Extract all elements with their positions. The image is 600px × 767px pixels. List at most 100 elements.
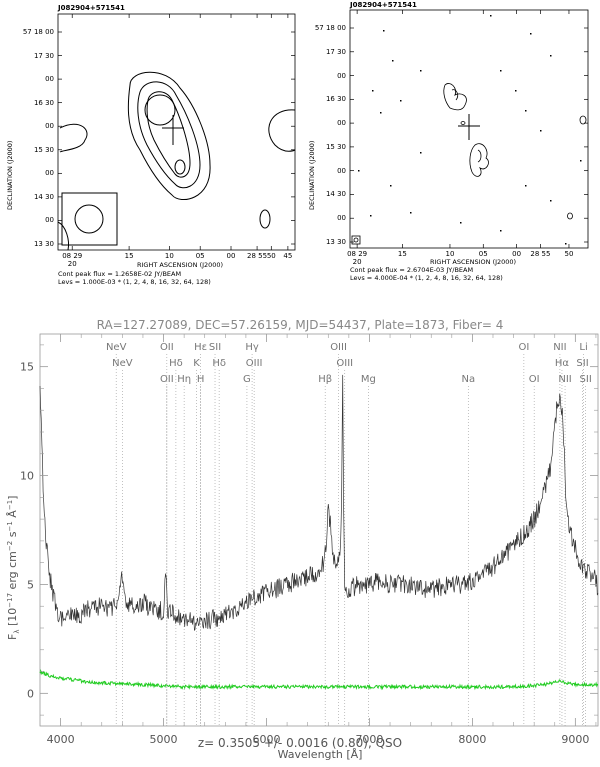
- x-tick-label: 7000: [355, 733, 383, 746]
- redshift-label: z= 0.3505 +/- 0.0016 (0.80), QSO: [197, 736, 403, 750]
- map-1-peak-flux: Cont peak flux = 1.2658E-02 JY/BEAM: [58, 270, 182, 278]
- x-tick-label: 6000: [252, 733, 280, 746]
- map-2-peak-flux: Cont peak flux = 2.6704E-03 JY/BEAM: [350, 266, 474, 274]
- emission-line-label: OII: [160, 374, 174, 385]
- noise-speck: [380, 112, 382, 114]
- x-tick-label: 5000: [150, 733, 178, 746]
- map-1-title: J082904+571541: [58, 4, 125, 12]
- dec-tick-label: 13 30: [33, 240, 54, 248]
- dec-tick-label: 57 18 00: [314, 24, 346, 32]
- map-2-ylabel: DECLINATION (J2000): [308, 141, 316, 210]
- noise-speck: [390, 185, 392, 187]
- ra-tick-label: 50: [266, 252, 276, 260]
- dec-tick-label: 17 30: [325, 47, 346, 56]
- dec-tick-label: 00: [45, 169, 54, 178]
- noise-speck: [500, 230, 502, 232]
- y-tick-label: 5: [27, 578, 34, 591]
- dec-tick-label: 16 30: [33, 98, 54, 107]
- noise-speck: [420, 152, 422, 154]
- emission-line-label: Mg: [361, 374, 376, 385]
- emission-line-labels: NeV NeV OII OII Hδ Hε KHη H SII Hδ Hγ G OIII OIII OIII…: [106, 342, 592, 385]
- emission-line-markers: [115, 354, 586, 726]
- emission-line-label: NII: [553, 342, 566, 353]
- y-tick-label: 0: [27, 687, 34, 700]
- map-2-xlabel: RIGHT ASCENSION (J2000): [430, 258, 517, 266]
- noise-speck: [580, 160, 582, 162]
- spectrum-ylabel: Fλ [10−17 erg cm−2 s−1 Å−1]: [6, 496, 21, 640]
- ra-tick-label: 28 55: [530, 250, 551, 258]
- ra-tick-label: 00: [512, 250, 522, 258]
- dec-tick-label: 00: [337, 166, 346, 175]
- noise-speck: [500, 70, 502, 72]
- dec-tick-label: 00: [45, 122, 54, 131]
- ra-tick-label: 28 55: [247, 252, 268, 260]
- spectrum-chart: NeV NeV OII OII Hδ Hε KHη H SII Hδ Hγ G OIII OIII OIII…: [6, 333, 599, 761]
- x-tick-label: 4000: [47, 733, 75, 746]
- noise-speck: [490, 15, 492, 17]
- noise-speck: [525, 110, 527, 112]
- spectrum-frame: [39, 333, 599, 727]
- map-2-title: J082904+571541: [350, 1, 417, 9]
- emission-line-label: NII: [558, 374, 571, 385]
- emission-line-label: OI: [529, 374, 540, 385]
- noise-speck: [400, 100, 402, 102]
- emission-line-label: Na: [461, 374, 475, 385]
- noise-speck: [565, 243, 567, 245]
- flux-series-line: [39, 374, 599, 632]
- map-1-ylabel: DECLINATION (J2000): [6, 141, 14, 210]
- radio-map-2: J082904+571541 DECLINATION (J2000) 57 18…: [300, 0, 600, 300]
- map-1-xlabel: RIGHT ASCENSION (J2000): [137, 261, 224, 269]
- emission-line-label: OIII: [336, 358, 353, 369]
- noise-speck: [530, 33, 532, 35]
- x-tick-label: 9000: [561, 733, 589, 746]
- ra-tick-label: 15: [124, 252, 134, 260]
- spectrum-meta: RA=127.27089, DEC=57.26159, MJD=54437, P…: [96, 318, 504, 332]
- emission-line-label: OIII: [246, 358, 263, 369]
- noise-speck: [460, 222, 462, 224]
- spectrum-series: [39, 374, 599, 691]
- emission-line-label: Hη: [177, 374, 191, 385]
- emission-line-label: OIII: [330, 342, 347, 353]
- ra-tick-label: 50: [564, 250, 574, 258]
- noise-speck: [358, 170, 360, 172]
- emission-line-label: G: [243, 374, 251, 385]
- ra-tick-label: 10: [164, 252, 174, 260]
- emission-line-label: NeV: [106, 342, 127, 353]
- emission-line-label: Hγ: [245, 342, 259, 353]
- dec-tick-label: 16 30: [325, 95, 346, 104]
- noise-speck: [550, 55, 552, 57]
- emission-line-label: SII: [209, 342, 221, 353]
- dec-tick-label: 15 30: [33, 145, 54, 154]
- ra-tick-label: 00: [226, 252, 236, 260]
- error-series-line: [39, 669, 599, 691]
- dec-tick-label: 13 30: [325, 238, 346, 246]
- x-tick-label: 8000: [458, 733, 486, 746]
- dec-tick-label: 17 30: [33, 51, 54, 60]
- emission-line-label: Hδ: [212, 358, 226, 369]
- ra-tick-label: 05: [478, 250, 488, 258]
- dec-tick-label: 57 18 00: [22, 28, 54, 36]
- emission-line-label: Hε: [194, 342, 207, 353]
- dec-tick-label: 14 30: [325, 190, 346, 199]
- ra-tick-label: 05: [195, 252, 205, 260]
- ra-tick-label: 08 29 20: [347, 250, 368, 266]
- emission-line-label: Li: [579, 342, 587, 353]
- emission-line-label: H: [197, 374, 205, 385]
- map-2-levels: Levs = 4.000E-04 * (1, 2, 4, 8, 16, 32, …: [350, 274, 503, 282]
- emission-line-label: Hα: [555, 358, 570, 369]
- noise-speck: [370, 215, 372, 217]
- dec-tick-label: 15 30: [325, 142, 346, 151]
- emission-line-label: SII: [580, 374, 592, 385]
- emission-line-label: OII: [160, 342, 174, 353]
- noise-speck: [420, 70, 422, 72]
- dec-tick-label: 00: [45, 75, 54, 84]
- emission-line-label: NeV: [112, 358, 133, 369]
- noise-speck: [525, 185, 527, 187]
- radio-map-1: J082904+571541 DECLINATION (J2000) 57 18…: [0, 0, 300, 300]
- dec-tick-label: 00: [337, 214, 346, 223]
- dec-tick-label: 14 30: [33, 192, 54, 201]
- emission-line-label: SII: [576, 358, 588, 369]
- emission-line-label: Hβ: [318, 374, 332, 385]
- noise-speck: [550, 200, 552, 202]
- dec-tick-label: 00: [337, 119, 346, 128]
